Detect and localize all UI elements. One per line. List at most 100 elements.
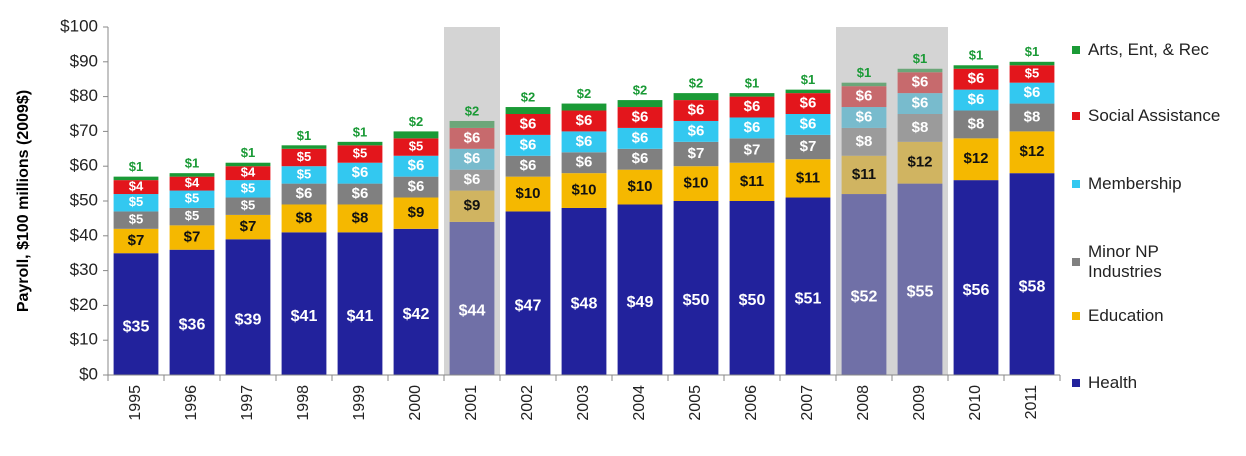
value-label: $42: [403, 306, 430, 323]
value-label: $6: [912, 95, 929, 112]
x-tick-label: 2000: [407, 385, 424, 421]
y-tick-label: $60: [70, 156, 98, 175]
value-label: $2: [521, 89, 535, 104]
bar-segment: [953, 110, 999, 139]
shade-layer: [444, 27, 948, 375]
bar-segment: [953, 138, 999, 181]
x-tick-label: 2010: [967, 385, 984, 421]
bar-segment: [953, 180, 999, 375]
bar-segment: [561, 103, 607, 111]
bar-segment: [673, 201, 719, 375]
value-label: $6: [968, 91, 985, 108]
bar-segment: [673, 120, 719, 142]
bar-segment: [337, 232, 383, 375]
bar-segment: [505, 176, 551, 212]
bar-segment: [729, 162, 775, 201]
bar-segment: [729, 201, 775, 375]
bar-segment: [561, 152, 607, 174]
bar-segment: [505, 107, 551, 114]
bar-segment: [561, 173, 607, 208]
value-label: $7: [184, 229, 201, 246]
value-label: $10: [515, 185, 540, 202]
value-label: $5: [297, 149, 311, 164]
bar-segment: [673, 166, 719, 201]
value-label: $6: [800, 95, 817, 112]
bar-segment: [673, 93, 719, 101]
value-label: $7: [688, 145, 705, 162]
bar-segment: [393, 155, 439, 177]
value-label: $36: [179, 317, 206, 334]
value-label: $56: [963, 282, 990, 299]
bar-segment: [1009, 131, 1055, 174]
value-label: $11: [740, 173, 764, 190]
x-tick-label: 2003: [575, 385, 592, 421]
bar-segment: [113, 194, 159, 212]
value-label: $5: [129, 194, 143, 209]
value-label: $1: [857, 65, 871, 80]
bar-segment: [505, 211, 551, 375]
legend-swatch: [1072, 379, 1080, 387]
bar-segment: [729, 117, 775, 139]
value-label: $6: [464, 150, 481, 167]
value-label: $8: [352, 209, 369, 226]
bar-segment: [113, 253, 159, 375]
legend-label: Social Assistance: [1088, 106, 1221, 125]
value-label: $12: [963, 150, 988, 167]
value-label: $6: [408, 178, 425, 195]
legend-label: Arts, Ent, & Rec: [1088, 40, 1209, 59]
value-label: $6: [744, 119, 761, 136]
bar-segment: [281, 183, 327, 205]
value-label: $6: [520, 136, 537, 153]
y-axis-title: Payroll, $100 millions (2009$): [15, 90, 32, 312]
value-label: $58: [1019, 278, 1046, 295]
bar-segment: [169, 176, 215, 191]
value-label: $7: [240, 218, 257, 235]
bar-segment: [169, 207, 215, 226]
y-tick-label: $90: [70, 51, 98, 70]
bar-segment: [337, 162, 383, 184]
value-label: $8: [1024, 108, 1041, 125]
x-tick-label: 2001: [463, 385, 480, 421]
value-label: $5: [185, 208, 199, 223]
value-label: $6: [688, 122, 705, 139]
value-label: $5: [129, 212, 143, 227]
y-tick-label: $100: [60, 16, 98, 35]
bar-segment: [785, 159, 831, 198]
value-label: $52: [851, 289, 878, 306]
bar-segment: [729, 96, 775, 118]
labels-layer: $35$7$5$5$4$1$36$7$5$5$4$1$39$7$5$5$4$1$…: [123, 44, 1046, 335]
value-label: $5: [241, 198, 255, 213]
value-label: $44: [459, 303, 486, 320]
value-label: $10: [683, 175, 708, 192]
value-label: $41: [291, 308, 318, 325]
bar-segment: [337, 204, 383, 233]
legend-item: Arts, Ent, & Rec: [1072, 40, 1242, 60]
bar-segment: [953, 65, 999, 69]
x-tick-label: 2002: [519, 385, 536, 421]
value-label: $6: [352, 185, 369, 202]
value-label: $6: [912, 74, 929, 91]
value-label: $5: [1025, 65, 1039, 80]
value-label: $1: [185, 156, 199, 171]
legend-swatch: [1072, 258, 1080, 266]
bar-segment: [953, 89, 999, 111]
y-tick-label: $80: [70, 86, 98, 105]
value-label: $12: [907, 154, 932, 171]
value-label: $6: [520, 115, 537, 132]
bar-segment: [785, 134, 831, 160]
bar-segment: [169, 173, 215, 177]
value-label: $49: [627, 294, 654, 311]
value-label: $6: [576, 154, 593, 171]
value-label: $10: [627, 178, 652, 195]
bar-segment: [729, 93, 775, 97]
bar-segment: [785, 197, 831, 375]
x-tick-label: 2006: [743, 385, 760, 421]
value-label: $6: [856, 88, 873, 105]
y-tick-label: $70: [70, 121, 98, 140]
value-label: $5: [241, 180, 255, 195]
shaded-period: [836, 27, 892, 375]
value-label: $2: [577, 86, 591, 101]
bar-segment: [281, 204, 327, 233]
value-label: $50: [739, 292, 766, 309]
